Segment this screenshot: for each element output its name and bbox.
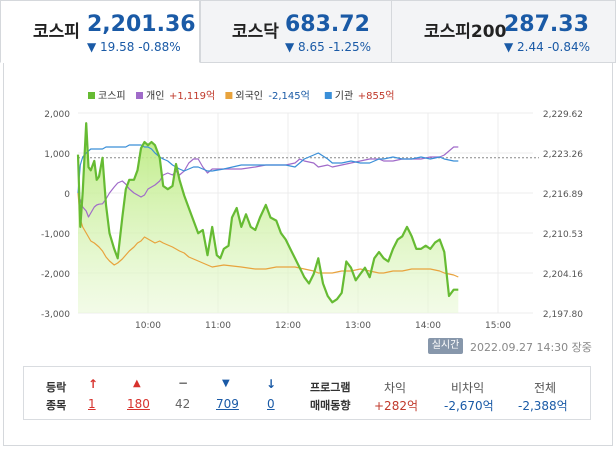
- legend-label: 코스피: [98, 90, 126, 102]
- total-label: 전체: [534, 381, 557, 395]
- time-tick: 14:00: [415, 321, 441, 331]
- right-axis-tick: 2,204.16: [543, 270, 583, 280]
- tab-change: ▼ 2.44 -0.84%: [504, 40, 591, 54]
- time-tick: 10:00: [135, 321, 161, 331]
- legend-swatch: [225, 92, 233, 99]
- tab-value: 287.33: [504, 12, 589, 37]
- time-tick: 11:00: [205, 321, 231, 331]
- legend-value: +1,119억: [169, 90, 215, 102]
- total-value: -2,388억: [518, 399, 568, 413]
- time-tick: 15:00: [485, 321, 511, 331]
- series-lines: [76, 122, 459, 304]
- index-tabs: 코스피 2,201.36 ▼ 19.58 -0.88% 코스닥 683.72 ▼…: [0, 0, 616, 64]
- arbitrage-value: +282억: [374, 399, 418, 413]
- left-axis-tick: -1,000: [41, 230, 70, 240]
- legend-value: +855억: [358, 90, 395, 102]
- right-axis-tick: 2,216.89: [543, 190, 583, 200]
- lower-limit-count[interactable]: 0: [267, 397, 275, 411]
- tab-name: 코스닥: [232, 22, 279, 42]
- advance-decline-label: 종목: [46, 399, 67, 412]
- program-trading-label: 매매동향: [310, 399, 351, 412]
- fall-icon: ▼: [222, 378, 230, 389]
- legend-swatch: [324, 92, 332, 99]
- series-line-코스피: [76, 122, 459, 304]
- series-line-기관: [77, 144, 459, 194]
- axis-ticks: 2,000 2,229.62 1,000 2,223.26 0 2,216.89 -1,00…: [41, 110, 583, 331]
- left-axis-tick: -3,000: [41, 310, 70, 320]
- series-line-외국인: [77, 192, 459, 278]
- upper-limit-icon: ↑: [88, 377, 99, 391]
- legend-value: -2,145억: [268, 90, 309, 102]
- time-tick: 13:00: [345, 321, 371, 331]
- left-axis-tick: -2,000: [41, 270, 70, 280]
- timestamp: 2022.09.27 14:30 장중: [470, 341, 592, 354]
- upper-limit-count[interactable]: 1: [88, 397, 96, 411]
- time-tick: 12:00: [275, 321, 301, 331]
- program-trading-label: 프로그램: [310, 381, 351, 394]
- tab-kospi200[interactable]: 코스피200 287.33 ▼ 2.44 -0.84%: [391, 0, 616, 63]
- legend-swatch: [136, 92, 143, 99]
- legend-label: 외국인: [235, 90, 263, 102]
- market-summary: 등락 종목 ↑ 1 ▲ 180 − 42 ▼ 709 ↓ 0 프로그램 매매동향…: [23, 366, 591, 420]
- legend-label: 기관: [335, 90, 353, 102]
- chart-panel: [3, 63, 613, 446]
- legend-swatch: [88, 92, 95, 99]
- rise-count[interactable]: 180: [127, 397, 150, 411]
- intraday-chart: 코스피 개인 +1,119억 외국인 -2,145억 기관 +855억 2,000 2,229…: [41, 90, 583, 331]
- left-axis-tick: 0: [64, 190, 70, 200]
- tab-value: 2,201.36: [87, 12, 196, 37]
- tab-change: ▼ 19.58 -0.88%: [87, 40, 181, 54]
- non-arbitrage-label: 비차익: [451, 381, 485, 395]
- right-axis-tick: 2,197.80: [543, 310, 583, 320]
- legend-label: 개인: [146, 90, 164, 102]
- right-axis-tick: 2,210.53: [543, 230, 583, 240]
- tab-change: ▼ 8.65 -1.25%: [285, 40, 372, 54]
- unchanged-count[interactable]: 42: [175, 397, 191, 411]
- lower-limit-icon: ↓: [266, 377, 277, 391]
- tab-kospi[interactable]: 코스피 2,201.36 ▼ 19.58 -0.88%: [0, 0, 200, 63]
- left-axis-tick: 2,000: [44, 110, 70, 120]
- kospi-area-fill: [78, 123, 459, 313]
- tab-name: 코스피: [33, 22, 80, 42]
- left-axis-tick: 1,000: [44, 150, 70, 160]
- chart-legend: 코스피 개인 +1,119억 외국인 -2,145억 기관 +855억: [88, 90, 394, 102]
- right-axis-tick: 2,223.26: [543, 150, 583, 160]
- right-axis-tick: 2,229.62: [543, 110, 583, 120]
- rise-icon: ▲: [133, 378, 141, 389]
- tab-kosdaq[interactable]: 코스닥 683.72 ▼ 8.65 -1.25%: [200, 0, 392, 63]
- tab-name: 코스피200: [424, 22, 507, 42]
- non-arbitrage-value: -2,670억: [444, 399, 494, 413]
- fall-count[interactable]: 709: [216, 397, 239, 411]
- kospi-area: [78, 123, 459, 313]
- realtime-button[interactable]: 실시간: [428, 338, 463, 354]
- tab-value: 683.72: [285, 12, 370, 37]
- arbitrage-label: 차익: [384, 381, 407, 395]
- unchanged-icon: −: [178, 376, 189, 390]
- series-line-개인: [77, 146, 459, 218]
- advance-decline-label: 등락: [46, 381, 67, 394]
